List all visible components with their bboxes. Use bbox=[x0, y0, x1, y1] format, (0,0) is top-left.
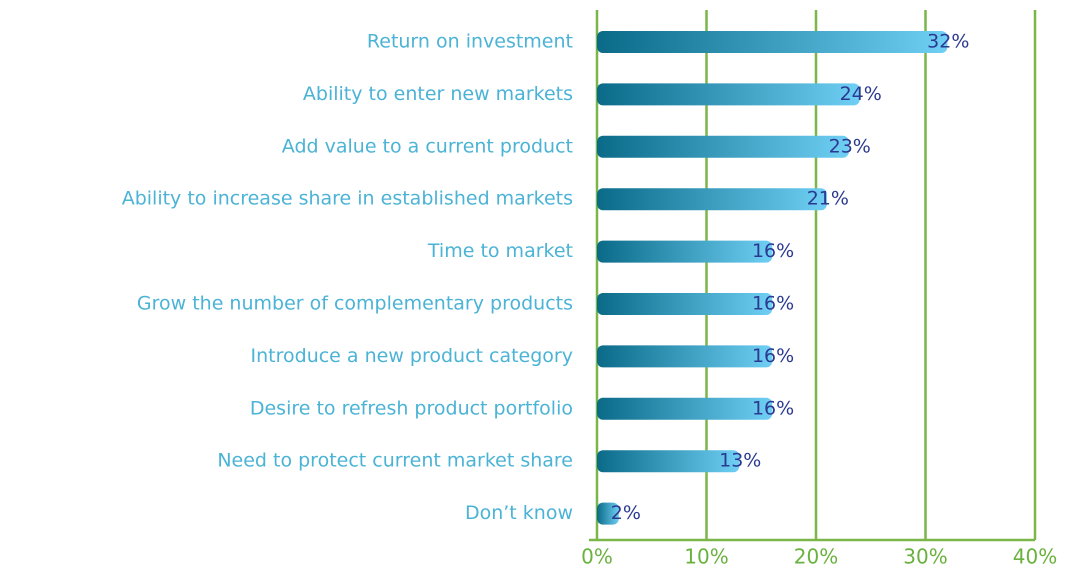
value-label: 13% bbox=[719, 450, 761, 472]
value-label: 2% bbox=[611, 502, 641, 524]
value-label: 23% bbox=[829, 135, 871, 157]
value-label: 16% bbox=[752, 397, 794, 419]
category-label: Ability to increase share in established… bbox=[122, 188, 573, 210]
bar bbox=[597, 31, 948, 53]
x-tick-label: 30% bbox=[903, 545, 947, 569]
category-label: Return on investment bbox=[367, 31, 573, 53]
value-label: 16% bbox=[752, 293, 794, 315]
x-tick-label: 20% bbox=[794, 545, 838, 569]
bar bbox=[597, 345, 773, 368]
x-tick-label: 0% bbox=[581, 545, 613, 569]
x-tick-label: 40% bbox=[1013, 545, 1057, 569]
value-label: 32% bbox=[927, 31, 969, 53]
bar bbox=[597, 188, 827, 211]
category-label: Introduce a new product category bbox=[251, 345, 573, 367]
bar bbox=[597, 502, 619, 525]
category-label: Don’t know bbox=[465, 502, 573, 524]
category-label: Ability to enter new markets bbox=[303, 83, 573, 105]
category-label: Need to protect current market share bbox=[217, 450, 573, 472]
category-label: Grow the number of complementary product… bbox=[137, 293, 573, 315]
value-label: 24% bbox=[840, 83, 882, 105]
x-tick-label: 10% bbox=[684, 545, 728, 569]
value-label: 21% bbox=[807, 188, 849, 210]
bar bbox=[597, 135, 849, 158]
category-label: Desire to refresh product portfolio bbox=[250, 397, 573, 419]
bar bbox=[597, 397, 773, 420]
value-label: 16% bbox=[752, 345, 794, 367]
bar bbox=[597, 83, 860, 106]
category-label: Time to market bbox=[427, 240, 573, 262]
bar bbox=[597, 450, 740, 473]
bar bbox=[597, 240, 773, 263]
bar bbox=[597, 293, 773, 315]
value-label: 16% bbox=[752, 240, 794, 262]
category-label: Add value to a current product bbox=[282, 135, 573, 157]
